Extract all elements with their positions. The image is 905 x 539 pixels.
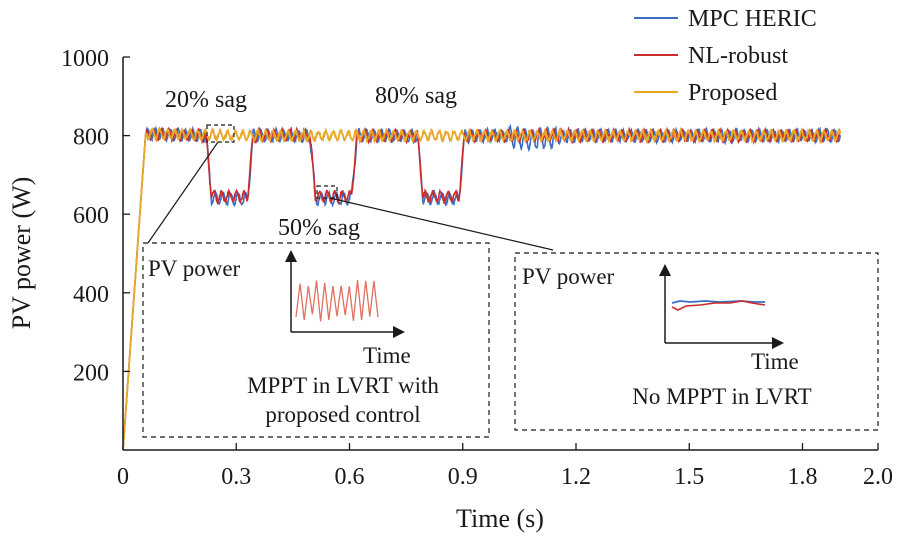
annotation-50-sag: 50% sag [278,215,360,241]
inset-left: PV power Time MPPT in LVRT with proposed… [142,242,490,438]
inset-left-y-arrow [285,250,297,262]
y-tick-marks: 200 400 600 800 1000 [61,46,130,386]
x-tick-label: 0.3 [221,464,251,490]
inset-right-x-arrow [772,337,784,349]
annotation-80-sag: 80% sag [375,83,457,109]
y-tick-label: 200 [73,360,109,386]
y-tick-label: 400 [73,282,109,308]
x-axis-title: Time (s) [456,504,544,533]
y-tick-label: 600 [73,203,109,229]
x-tick-label: 0.6 [335,464,365,490]
zoom-box-left [206,124,235,143]
legend: MPC HERIC NL-robust Proposed [634,6,817,106]
inset-right-xlabel: Time [751,349,799,374]
x-tick-label: 1.5 [674,464,704,490]
x-tick-label: 0.9 [448,464,478,490]
zoom-box-right [316,185,338,199]
inset-right-ylabel: PV power [522,264,615,289]
annotation-20-sag: 20% sag [165,87,247,113]
inset-left-xlabel: Time [363,343,411,368]
inset-left-caption-line1: MPPT in LVRT with [247,373,439,398]
y-tick-label: 800 [73,125,109,151]
inset-left-frame [142,242,490,438]
y-tick-label: 1000 [61,46,109,72]
legend-label-mpc-heric: MPC HERIC [688,6,817,32]
zoom-connector-right [329,197,554,251]
legend-label-nl-robust: NL-robust [688,43,788,69]
series-line-proposed [122,126,842,451]
inset-left-x-arrow [393,326,405,338]
inset-right-caption-line1: No MPPT in LVRT [632,384,811,409]
inset-right-trace-nl-robust [671,300,766,311]
x-tick-label: 0 [117,464,129,490]
x-tick-marks: 0 0.3 0.6 0.9 1.2 1.5 1.8 2.0 [117,443,893,490]
x-tick-label: 2.0 [863,464,893,490]
inset-right-trace-mpc-heric [671,300,765,304]
zoom-connector-left [147,141,219,244]
inset-right: PV power Time No MPPT in LVRT [514,252,879,431]
y-axis-title: PV power (W) [7,177,36,330]
inset-left-caption-line2: proposed control [265,402,420,427]
series-lines [122,123,842,451]
inset-left-trace [295,280,379,322]
inset-right-y-arrow [659,264,671,276]
x-tick-label: 1.2 [561,464,591,490]
legend-label-proposed: Proposed [688,80,777,106]
x-tick-label: 1.8 [788,464,818,490]
inset-right-frame [514,252,879,431]
inset-left-ylabel: PV power [148,256,241,281]
